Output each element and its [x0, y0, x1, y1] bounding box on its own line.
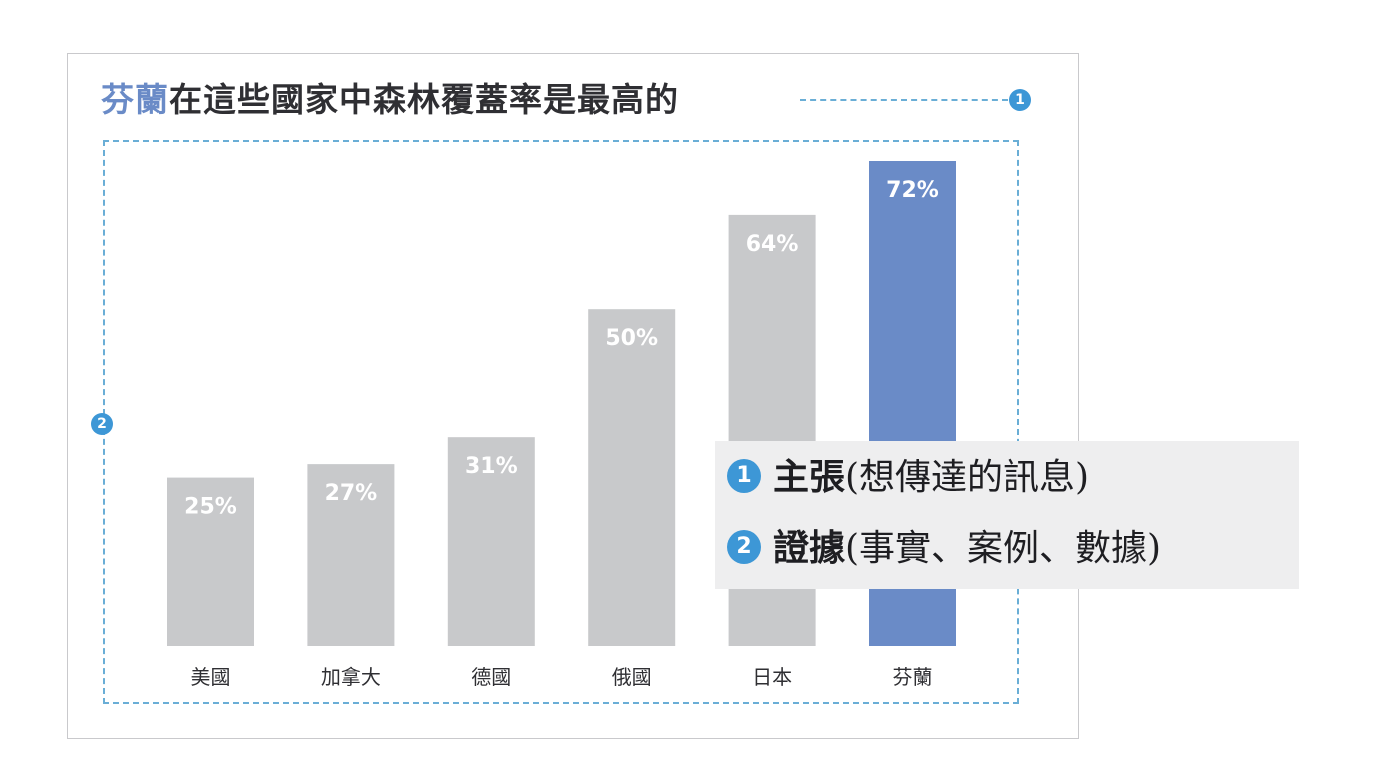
legend-term-claim: 主張	[773, 457, 846, 498]
legend-desc-evidence: (事實、案例、數據)	[845, 528, 1162, 569]
category-label-1: 加拿大	[321, 665, 381, 689]
legend-desc-claim: (想傳達的訊息)	[845, 457, 1090, 498]
bar-0	[167, 477, 254, 646]
value-label-3: 50%	[605, 326, 658, 351]
category-label-0: 美國	[191, 665, 231, 689]
title-highlight: 芬蘭	[101, 80, 169, 119]
category-label-4: 日本	[752, 665, 792, 689]
claim-leader-line	[800, 99, 1008, 101]
value-label-0: 25%	[184, 495, 237, 520]
chart-title: 芬蘭在這些國家中森林覆蓋率是最高的	[101, 78, 679, 122]
bar-3	[588, 309, 676, 646]
legend-item-evidence: 2 證據(事實、案例、數據)	[727, 521, 1161, 577]
value-label-5: 72%	[886, 178, 939, 203]
legend-term-evidence: 證據	[773, 528, 846, 569]
legend-item-claim: 1 主張(想傳達的訊息)	[727, 450, 1089, 506]
value-label-1: 27%	[325, 481, 378, 506]
value-label-2: 31%	[465, 454, 518, 479]
bar-2	[447, 437, 535, 646]
legend-badge-2: 2	[727, 530, 761, 564]
claim-badge: 1	[1009, 89, 1031, 111]
title-rest: 在這些國家中森林覆蓋率是最高的	[169, 80, 679, 119]
category-label-3: 俄國	[612, 665, 652, 689]
evidence-badge: 2	[91, 413, 113, 435]
value-label-4: 64%	[746, 232, 799, 257]
category-label-5: 芬蘭	[893, 665, 933, 689]
legend-badge-1: 1	[727, 459, 761, 493]
bar-1	[307, 464, 395, 646]
category-label-2: 德國	[471, 665, 511, 689]
legend-box: 1 主張(想傳達的訊息) 2 證據(事實、案例、數據)	[715, 441, 1299, 589]
